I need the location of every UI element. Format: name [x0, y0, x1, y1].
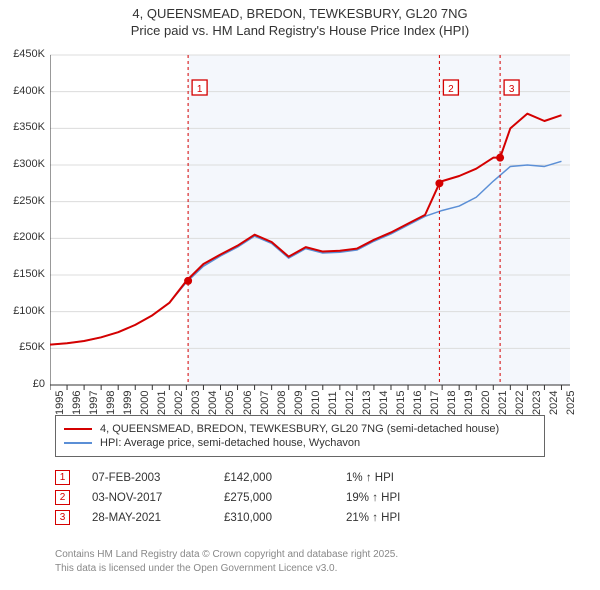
- step-badge: 1: [55, 470, 70, 485]
- y-tick-label: £300K: [3, 158, 45, 170]
- footer-attribution: Contains HM Land Registry data © Crown c…: [55, 548, 555, 575]
- step-badge: 3: [55, 510, 70, 525]
- svg-text:1: 1: [197, 84, 203, 95]
- chart-svg: 1 2 3: [50, 50, 580, 405]
- y-tick-label: £450K: [3, 48, 45, 60]
- step-delta: 1% ↑ HPI: [346, 472, 394, 484]
- step-events: 1 07-FEB-2003 £142,000 1% ↑ HPI 2 03-NOV…: [55, 465, 545, 530]
- legend-swatch: [64, 442, 92, 444]
- step-date: 07-FEB-2003: [92, 472, 202, 484]
- legend-label: HPI: Average price, semi-detached house,…: [100, 437, 360, 449]
- step-badge: 2: [55, 490, 70, 505]
- step-row: 3 28-MAY-2021 £310,000 21% ↑ HPI: [55, 510, 545, 525]
- y-tick-label: £350K: [3, 121, 45, 133]
- legend-swatch: [64, 428, 92, 430]
- step-delta: 19% ↑ HPI: [346, 492, 400, 504]
- step-date: 03-NOV-2017: [92, 492, 202, 504]
- legend-item: 4, QUEENSMEAD, BREDON, TEWKESBURY, GL20 …: [64, 423, 536, 435]
- y-tick-label: £0: [3, 378, 45, 390]
- step-delta: 21% ↑ HPI: [346, 512, 400, 524]
- chart-title: 4, QUEENSMEAD, BREDON, TEWKESBURY, GL20 …: [0, 0, 600, 40]
- y-tick-label: £250K: [3, 195, 45, 207]
- step-date: 28-MAY-2021: [92, 512, 202, 524]
- y-tick-label: £150K: [3, 268, 45, 280]
- legend-item: HPI: Average price, semi-detached house,…: [64, 437, 536, 449]
- y-tick-label: £50K: [3, 341, 45, 353]
- svg-text:3: 3: [509, 84, 515, 95]
- legend: 4, QUEENSMEAD, BREDON, TEWKESBURY, GL20 …: [55, 415, 545, 457]
- footer-line2: This data is licensed under the Open Gov…: [55, 562, 555, 576]
- step-price: £142,000: [224, 472, 324, 484]
- y-tick-label: £100K: [3, 305, 45, 317]
- title-line2: Price paid vs. HM Land Registry's House …: [0, 23, 600, 40]
- step-row: 2 03-NOV-2017 £275,000 19% ↑ HPI: [55, 490, 545, 505]
- chart-plot-area: 1 2 3: [50, 50, 580, 405]
- step-price: £275,000: [224, 492, 324, 504]
- footer-line1: Contains HM Land Registry data © Crown c…: [55, 548, 555, 562]
- legend-label: 4, QUEENSMEAD, BREDON, TEWKESBURY, GL20 …: [100, 423, 499, 435]
- step-row: 1 07-FEB-2003 £142,000 1% ↑ HPI: [55, 470, 545, 485]
- y-tick-label: £400K: [3, 85, 45, 97]
- step-price: £310,000: [224, 512, 324, 524]
- svg-text:2: 2: [448, 84, 454, 95]
- title-line1: 4, QUEENSMEAD, BREDON, TEWKESBURY, GL20 …: [0, 6, 600, 23]
- y-tick-label: £200K: [3, 231, 45, 243]
